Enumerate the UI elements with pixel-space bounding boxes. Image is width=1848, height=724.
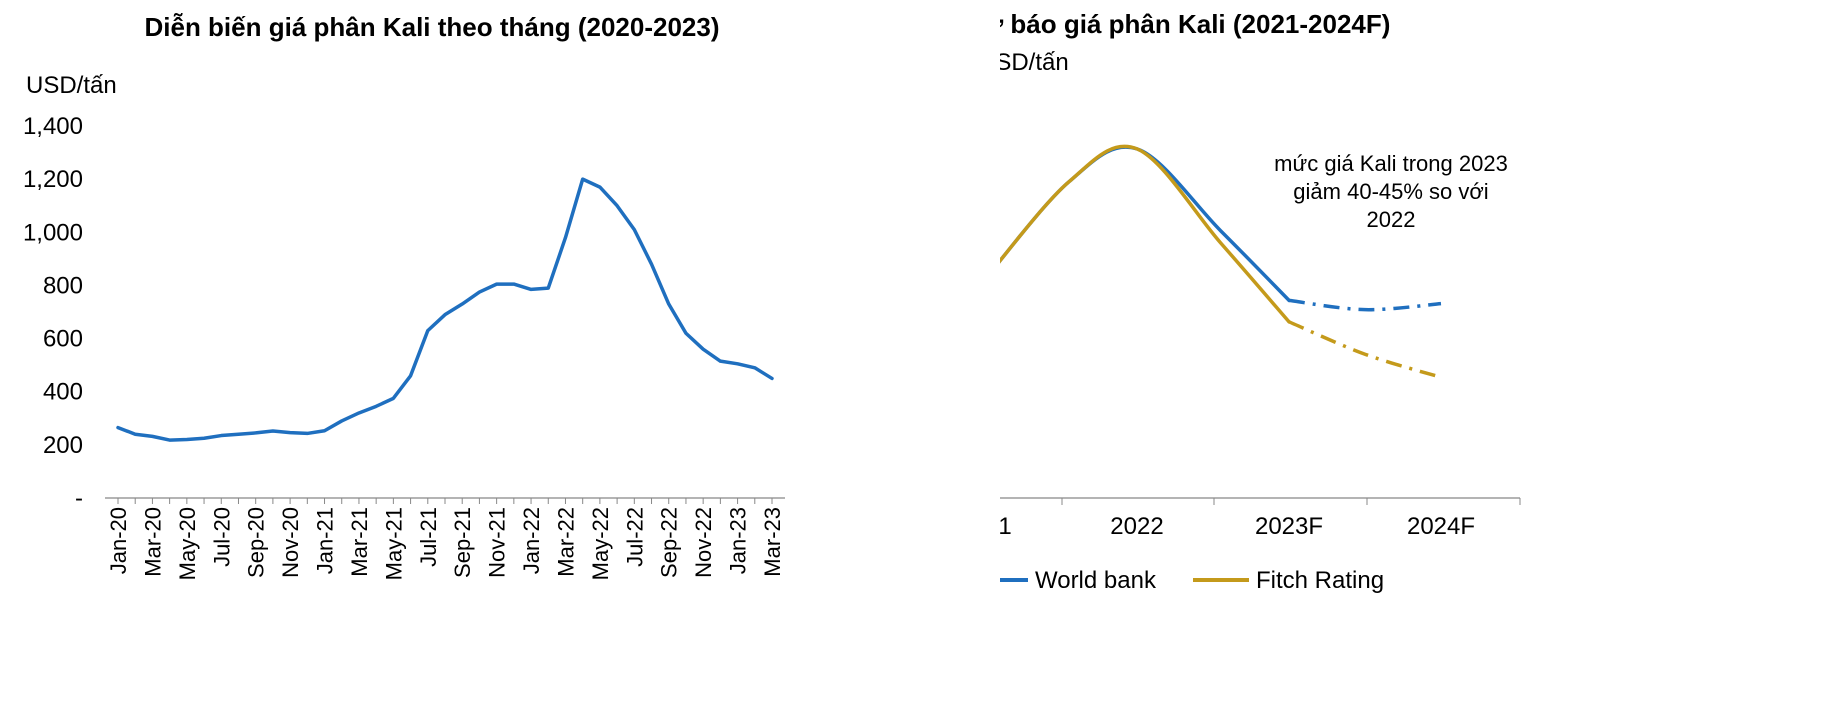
- chart1-y-axis-ticks: - 200 400 600 800 1,000 1,200 1,400: [23, 113, 83, 512]
- chart1-x-tick-label: Jul-20: [209, 507, 234, 567]
- chart2-legend: World bank Fitch Rating: [1000, 567, 1384, 594]
- chart1-x-tick-label: Mar-23: [760, 507, 785, 577]
- chart1-x-axis: [105, 497, 785, 504]
- chart1-x-tick-label: May-21: [381, 507, 406, 580]
- fitch-rating-legend-label: Fitch Rating: [1256, 567, 1384, 594]
- chart2-annotation: mức giá Kali trong 2023 giảm 40-45% so vớ…: [1274, 151, 1508, 232]
- chart1-x-tick-label: Mar-21: [347, 507, 372, 577]
- chart1-y-tick-label: -: [75, 485, 83, 512]
- world-bank-legend-label: World bank: [1035, 567, 1157, 594]
- chart1-x-tick-label: Jan-20: [106, 507, 131, 574]
- chart1-x-tick-label: Sep-20: [244, 507, 269, 578]
- world-bank-forecast-line: [1288, 298, 1442, 312]
- chart1-x-tick-label: Jul-22: [622, 507, 647, 567]
- chart1-x-tick-label: Nov-20: [278, 507, 303, 578]
- forecast-price-chart: Dự báo giá phân Kali (2021-2024F) USD/tấ…: [1000, 9, 1521, 594]
- chart2-x-axis-labels: 2021 2022 2023F 2024F: [1000, 513, 1475, 540]
- chart1-y-tick-label: 1,000: [23, 219, 83, 246]
- chart1-x-tick-label: May-22: [588, 507, 613, 580]
- chart1-x-tick-label: May-20: [175, 507, 200, 580]
- world-bank-line: [1000, 145, 1291, 303]
- chart1-x-axis-labels: Jan-20 Mar-20 May-20 Jul-20 Sep-20 Nov-20 Jan-…: [106, 507, 785, 580]
- chart2-series: [1000, 144, 1442, 379]
- chart1-title: Diễn biến giá phân Kali theo tháng (2020…: [144, 12, 719, 42]
- chart1-x-tick-label: Sep-21: [450, 507, 475, 578]
- chart1-x-tick-label: Nov-21: [485, 507, 510, 578]
- chart1-y-tick-label: 800: [43, 272, 83, 299]
- monthly-price-chart: Diễn biến giá phân Kali theo tháng (2020…: [23, 12, 785, 580]
- chart2-x-tick-label: 2024F: [1407, 513, 1475, 540]
- chart2-x-tick-label: 2023F: [1255, 513, 1323, 540]
- chart1-y-tick-label: 1,400: [23, 113, 83, 140]
- chart1-x-tick-label: Jul-21: [416, 507, 441, 567]
- chart1-x-tick-label: Mar-20: [140, 507, 165, 577]
- fitch-rating-line: [1000, 144, 1291, 324]
- chart2-x-tick-label: 2021: [1000, 513, 1012, 540]
- chart1-y-unit: USD/tấn: [26, 72, 117, 99]
- annotation-line: 2022: [1367, 207, 1416, 232]
- chart1-x-tick-label: Mar-22: [553, 507, 578, 577]
- annotation-line: mức giá Kali trong 2023: [1274, 151, 1508, 176]
- chart1-x-tick-label: Jan-21: [313, 507, 338, 574]
- chart2-y-unit: USD/tấn: [1000, 49, 1069, 76]
- chart1-series: [116, 177, 774, 442]
- chart1-y-tick-label: 1,200: [23, 166, 83, 193]
- chart2-x-axis: [1000, 497, 1521, 505]
- chart2-title: Dự báo giá phân Kali (2021-2024F): [1000, 9, 1390, 39]
- annotation-line: giảm 40-45% so với: [1293, 179, 1488, 204]
- chart2-x-tick-label: 2022: [1110, 513, 1163, 540]
- chart1-x-tick-label: Jan-22: [519, 507, 544, 574]
- chart1-x-tick-label: Sep-22: [657, 507, 682, 578]
- chart1-x-tick-label: Nov-22: [691, 507, 716, 578]
- chart1-y-tick-label: 200: [43, 432, 83, 459]
- chart1-y-tick-label: 600: [43, 326, 83, 353]
- chart1-price-line: [116, 177, 774, 442]
- fitch-rating-forecast-line: [1288, 320, 1442, 379]
- chart1-x-tick-label: Jan-23: [726, 507, 751, 574]
- chart1-y-tick-label: 400: [43, 379, 83, 406]
